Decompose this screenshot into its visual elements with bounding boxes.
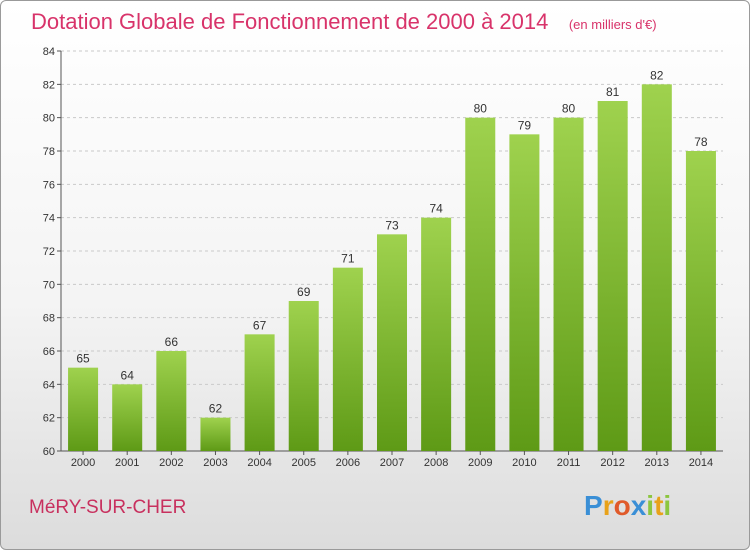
logo-letter: t — [654, 490, 664, 521]
bar — [509, 134, 540, 452]
logo-letter: x — [630, 490, 647, 521]
y-tick-label: 74 — [43, 213, 55, 225]
logo-letter: r — [602, 490, 614, 521]
bar — [156, 351, 187, 451]
bar-layer — [68, 84, 716, 452]
x-tick-label: 2013 — [645, 457, 669, 469]
bar-value-label: 74 — [429, 202, 443, 216]
chart-title: Dotation Globale de Fonctionnement de 20… — [31, 9, 549, 34]
bar — [641, 84, 672, 451]
y-tick-label: 84 — [43, 46, 55, 58]
y-tick-label: 82 — [43, 79, 55, 91]
bar-value-label: 73 — [385, 218, 399, 232]
bar-value-label: 64 — [121, 368, 135, 382]
x-tick-label: 2005 — [291, 457, 315, 469]
y-tick-label: 76 — [43, 179, 55, 191]
y-tick-label: 64 — [43, 379, 55, 391]
bar-value-label: 80 — [562, 102, 576, 116]
x-tick-label: 2003 — [203, 457, 227, 469]
bar — [68, 367, 99, 451]
title-row: Dotation Globale de Fonctionnement de 20… — [31, 9, 657, 35]
x-tick-label: 2012 — [600, 457, 624, 469]
y-tick-label: 72 — [43, 246, 55, 258]
logo-letter: o — [613, 490, 631, 521]
bar-value-label: 80 — [474, 102, 488, 116]
x-tick-label: 2006 — [336, 457, 360, 469]
bar — [376, 234, 408, 451]
bar-value-label: 79 — [518, 118, 532, 132]
bar — [200, 417, 231, 451]
y-tick-label: 62 — [43, 413, 55, 425]
x-tick-label: 2007 — [380, 457, 404, 469]
y-tick-label: 68 — [43, 313, 55, 325]
logo-letter: P — [584, 490, 603, 521]
y-tick-label: 80 — [43, 113, 55, 125]
bar — [288, 301, 319, 451]
bar-value-label: 82 — [650, 68, 664, 82]
x-tick-label: 2010 — [512, 457, 536, 469]
commune-name: MéRY-SUR-CHER — [29, 497, 187, 518]
bar-value-label: 78 — [694, 135, 708, 149]
bar — [685, 151, 716, 451]
logo-letter: i — [663, 490, 672, 521]
bar-value-label: 71 — [341, 252, 355, 266]
bar-value-label: 67 — [253, 318, 267, 332]
x-tick-label: 2001 — [115, 457, 139, 469]
bar — [332, 267, 363, 451]
x-tick-label: 2014 — [689, 457, 713, 469]
x-tick-label: 2000 — [71, 457, 95, 469]
bar — [244, 334, 275, 451]
x-tick-label: 2008 — [424, 457, 448, 469]
logo-letter: i — [646, 490, 655, 521]
proxiti-logo: Proxiti — [584, 490, 671, 522]
label-layer: 60 62 64 66 68 70 72 74 76 78 80 82 84 65 2000 64 2001 66… — [43, 46, 713, 469]
bar-value-label: 62 — [209, 402, 223, 416]
chart-unit: (en milliers d'€) — [568, 17, 657, 32]
x-tick-label: 2002 — [159, 457, 183, 469]
bar-value-label: 81 — [606, 85, 620, 99]
y-tick-label: 70 — [43, 279, 55, 291]
bar — [465, 117, 496, 452]
x-tick-label: 2009 — [468, 457, 492, 469]
bar-value-label: 65 — [76, 352, 90, 366]
bar — [421, 217, 452, 451]
bar — [553, 117, 584, 452]
y-tick-label: 66 — [43, 346, 55, 358]
bar — [112, 384, 143, 451]
x-tick-label: 2011 — [557, 457, 581, 469]
y-tick-label: 78 — [43, 146, 55, 158]
bar — [597, 101, 628, 451]
y-tick-label: 60 — [43, 446, 55, 458]
bar-value-label: 69 — [297, 285, 311, 299]
bar-value-label: 66 — [165, 335, 179, 349]
x-tick-label: 2004 — [247, 457, 271, 469]
